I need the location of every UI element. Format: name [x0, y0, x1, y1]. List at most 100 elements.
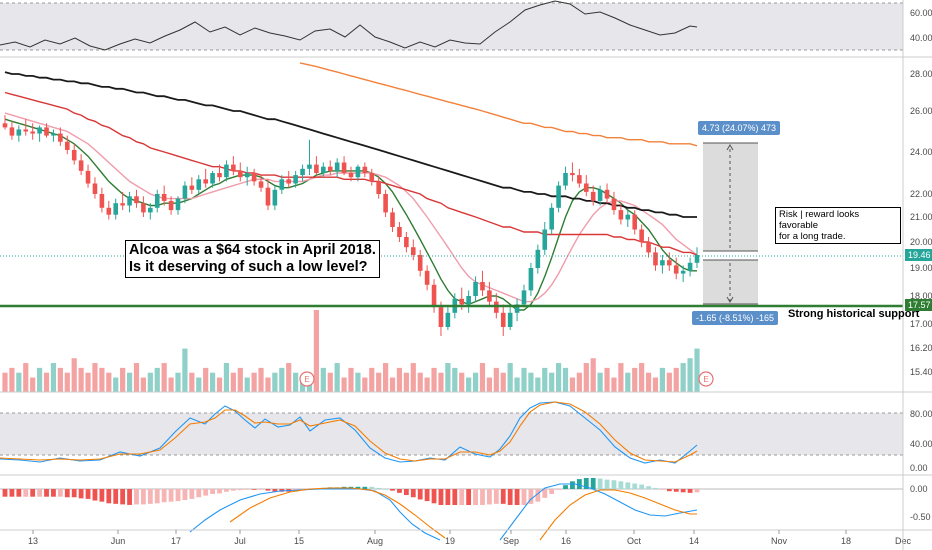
risk-annotation[interactable]: Risk | reward looks favorable for a long…: [775, 207, 901, 244]
macd-hist-bar: [265, 489, 271, 491]
candle-body: [618, 210, 624, 220]
volume-bar: [92, 363, 98, 392]
macd-hist-bar: [85, 489, 91, 499]
candle: [92, 177, 98, 199]
candle-body: [397, 227, 402, 237]
candle: [71, 143, 77, 165]
macd-hist-bar: [397, 489, 402, 493]
candle: [362, 162, 368, 178]
candle: [632, 210, 638, 235]
macd-hist-bar: [161, 489, 167, 503]
macd-hist-bar: [673, 489, 679, 492]
macd-hist-bar: [189, 489, 195, 499]
x-tick-label: 16: [561, 536, 571, 546]
candle-body: [570, 173, 575, 176]
top-oscillator-pane: 60.00 40.00: [0, 0, 932, 51]
stoch-k-line: [0, 401, 698, 464]
candle: [327, 160, 333, 176]
volume-bar: [680, 363, 686, 392]
candle-body: [673, 265, 679, 274]
candle-body: [362, 166, 368, 173]
candle: [189, 177, 195, 194]
volume-bar: [396, 367, 403, 392]
candle-body: [667, 260, 672, 266]
candle-body: [16, 129, 22, 136]
x-tick-label: Sep: [503, 536, 519, 546]
candle: [625, 210, 631, 227]
candle: [424, 265, 430, 291]
x-tick-label: 14: [689, 536, 699, 546]
volume-bar: [265, 377, 271, 392]
macd-hist-bar: [653, 487, 658, 489]
candle-body: [182, 185, 188, 199]
volume-bar: [403, 372, 409, 392]
candle: [653, 247, 658, 271]
candle: [307, 139, 312, 176]
volume-bar: [161, 363, 167, 392]
macd-hist-bar: [438, 489, 444, 505]
support-price-tag: 17.57: [905, 299, 932, 311]
earnings-marker-circle: [299, 371, 315, 387]
volume-bar: [479, 363, 486, 392]
candle: [58, 127, 63, 146]
candle-body: [348, 173, 354, 178]
macd-hist-bar: [549, 489, 555, 494]
volume-bar: [154, 367, 160, 392]
price-tick: 24.00: [910, 147, 932, 157]
candle-body: [597, 189, 603, 201]
volume-bar: [37, 367, 43, 392]
candle-body: [327, 166, 333, 171]
macd-hist-bar: [154, 489, 160, 504]
candle-body: [431, 284, 437, 308]
candle: [148, 203, 153, 220]
macd-hist-bar: [528, 489, 534, 504]
earnings-marker[interactable]: E: [698, 371, 714, 387]
candle: [563, 166, 568, 190]
candle-body: [99, 194, 105, 208]
main-annotation[interactable]: Alcoa was a $64 stock in April 2018. Is …: [125, 240, 380, 278]
candle-body: [383, 194, 388, 213]
stoch-band: [0, 413, 903, 455]
stoch-d-line: [0, 401, 698, 463]
macd-hist-bar: [639, 484, 645, 489]
candle: [438, 301, 444, 336]
macd-hist-bar: [410, 489, 416, 498]
candle: [445, 307, 451, 330]
macd-hist-bar: [272, 489, 278, 492]
macd-hist-bar: [417, 489, 423, 500]
candle-body: [694, 255, 700, 263]
candle-body: [113, 203, 119, 215]
price-tick: 20.00: [910, 237, 932, 247]
macd-hist-bar: [44, 489, 49, 497]
x-tick-label: Oct: [627, 536, 642, 546]
candle: [217, 164, 222, 182]
macd-hist-bar: [51, 489, 56, 497]
macd-hist-bar: [666, 489, 672, 492]
candle: [106, 200, 112, 220]
candle-body: [279, 179, 285, 190]
candle-body: [404, 237, 409, 248]
candle-body: [210, 173, 215, 184]
stoch-tick: 0.00: [910, 463, 928, 473]
volume-bar: [376, 372, 382, 392]
candle: [618, 203, 624, 225]
x-tick-label: Jul: [234, 536, 246, 546]
candle: [667, 252, 672, 271]
macd-hist-bar: [16, 489, 22, 497]
earnings-marker-label: E: [304, 375, 309, 384]
macd-hist-bar: [99, 489, 105, 502]
candle: [321, 162, 326, 178]
candle-body: [217, 173, 222, 178]
price-tick: 19.00: [910, 263, 932, 273]
macd-hist-bar: [258, 489, 264, 490]
candle-body: [514, 304, 520, 313]
risk-reward-tool[interactable]: [703, 142, 758, 305]
volume-bar: [362, 377, 368, 392]
stochastic-pane: 80.00 40.00 0.00: [0, 401, 932, 473]
candle-body: [500, 312, 506, 327]
volume-bar: [514, 377, 520, 392]
earnings-marker[interactable]: E: [299, 371, 315, 387]
candle-body: [369, 173, 375, 182]
candle-body: [106, 207, 112, 215]
candle: [687, 257, 693, 277]
